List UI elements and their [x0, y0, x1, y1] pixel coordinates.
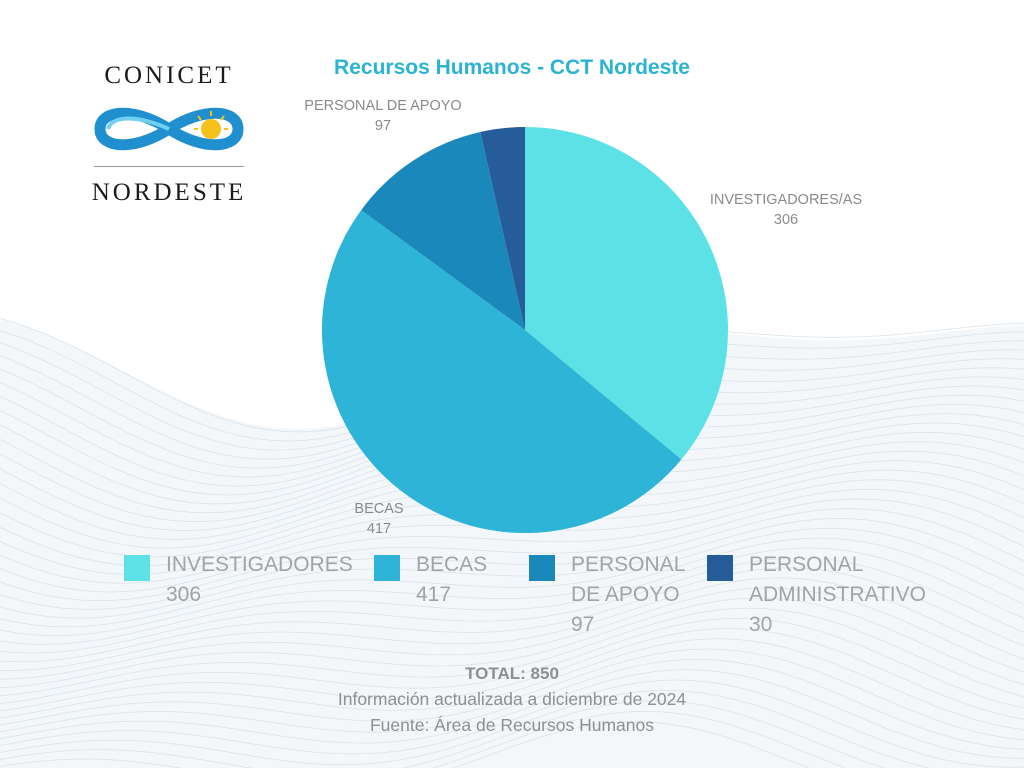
wave-line [0, 527, 1024, 628]
total-count: TOTAL: 850 [465, 664, 559, 683]
wave-line [63, 721, 810, 768]
slice-label-value: 97 [375, 118, 391, 134]
pie-slice-personal-administrativo [480, 127, 525, 330]
pie-slice-becas [321, 210, 682, 534]
wave-line [0, 557, 1024, 654]
pie-slice-personal-de-apoyo [361, 131, 525, 330]
chart-legend: INVESTIGADORES 306 BECAS 417 PERSONAL DE… [0, 550, 1024, 650]
logo-top-text: CONICET [104, 62, 234, 89]
logo-bottom-text: NORDESTE [91, 179, 247, 206]
wave-line [0, 567, 1024, 663]
wave-line [0, 669, 1024, 759]
legend-swatch-personal-apoyo [529, 555, 555, 581]
legend-text-investigadores: INVESTIGADORES 306 [166, 553, 353, 606]
wave-line [0, 679, 1024, 768]
slice-label-name: PERSONAL DE APOYO [304, 98, 461, 114]
update-note: Información actualizada a diciembre de 2… [337, 689, 687, 709]
source-note: Fuente: Área de Recursos Humanos [369, 715, 655, 735]
slice-label-value: 417 [367, 521, 391, 537]
wave-line [0, 628, 1024, 720]
wave-line [0, 607, 1024, 697]
infinity-sun-logo-icon [94, 107, 244, 151]
wave-line [0, 587, 1024, 680]
wave-line [0, 690, 931, 768]
chart-title: Recursos Humanos - CCT Nordeste [334, 56, 690, 79]
wave-line [0, 659, 1024, 750]
wave-line [0, 488, 1024, 593]
wave-line [0, 700, 886, 768]
wave-line [0, 638, 1024, 731]
slice-label-name: BECAS [354, 501, 403, 517]
legend-swatch-investigadores [124, 555, 150, 581]
wave-line [0, 577, 1024, 671]
wave-line [0, 537, 1024, 636]
legend-swatch-personal-administrativo [707, 555, 733, 581]
wave-line [0, 597, 1024, 689]
wave-line [0, 617, 1024, 709]
wave-line [0, 498, 1024, 602]
wave-line [0, 508, 1024, 610]
slice-label-value: 306 [774, 212, 798, 228]
logo-divider [94, 166, 244, 167]
wave-line [0, 547, 1024, 645]
legend-text-personal-administrativo: PERSONAL ADMINISTRATIVO 30 [749, 553, 926, 636]
slice-label-name: INVESTIGADORES/AS [710, 192, 862, 208]
legend-text-becas: BECAS 417 [416, 553, 488, 606]
conicet-nordeste-logo: CONICET NORDESTE [86, 62, 252, 212]
legend-swatch-becas [374, 555, 400, 581]
pie-slice-investigadores [525, 127, 728, 460]
legend-text-personal-apoyo: PERSONAL DE APOYO 97 [571, 553, 686, 636]
wave-line [0, 710, 847, 768]
wave-line [0, 518, 1024, 619]
wave-line [0, 648, 1024, 741]
